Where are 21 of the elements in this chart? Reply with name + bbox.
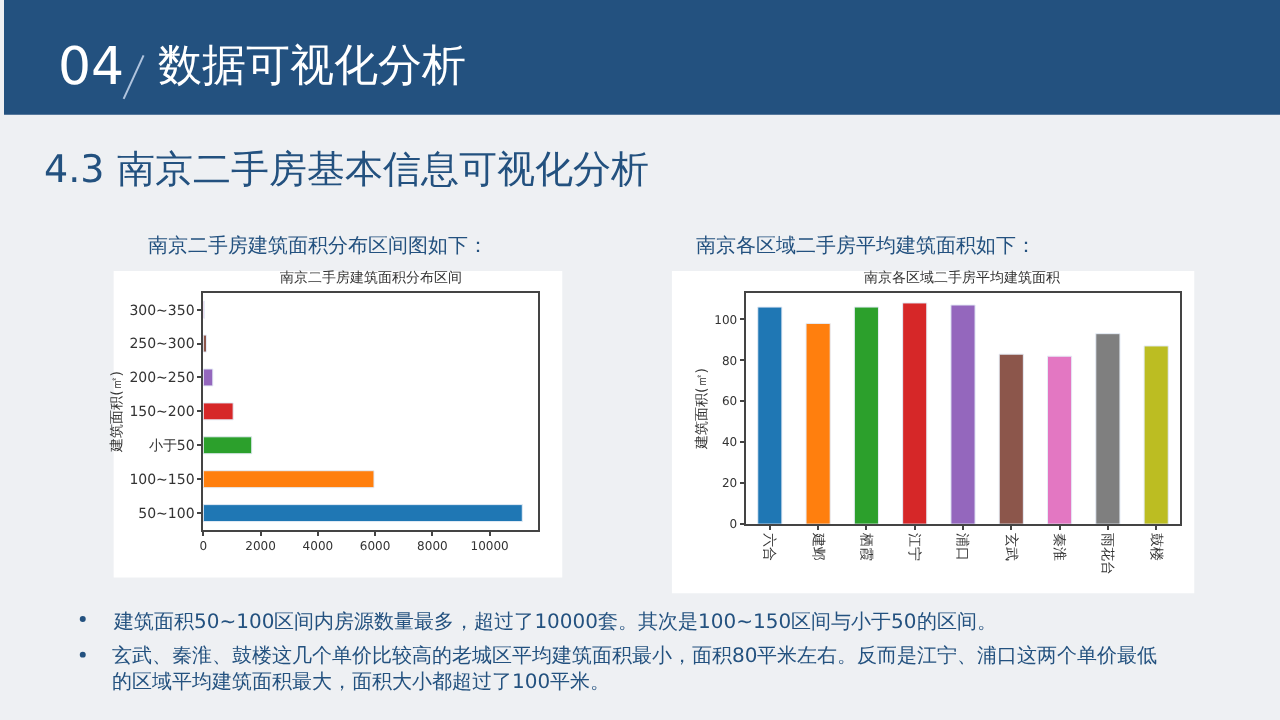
bar <box>203 504 523 523</box>
chart-subtitle: 南京各区域二手房平均建筑面积如下： <box>696 234 1036 258</box>
bar <box>1047 355 1073 525</box>
bar <box>1095 333 1121 525</box>
chart-subtitle: 南京二手房建筑面积分布区间图如下： <box>148 234 488 258</box>
bar <box>1143 345 1169 525</box>
text: 数据可视化分析 <box>158 42 466 92</box>
bar <box>998 353 1024 525</box>
bar <box>853 306 879 525</box>
bar <box>950 304 976 525</box>
text: 建筑面积50~100区间内房源数量最多，超过了10000套。其次是100~150区间与小于50的区间。 <box>112 610 997 634</box>
text: 玄武、秦淮、鼓楼这几个单价比较高的老城区平均建筑面积最小，面积80平米左右。反而是江宁、浦口这两个单价最低的区域平均建筑面积最大，面积大小都超过了100平米。 <box>112 644 1158 694</box>
bar <box>902 302 928 525</box>
bar <box>203 470 375 489</box>
bar <box>203 402 234 421</box>
text: 04 <box>58 38 125 98</box>
bar <box>757 306 783 525</box>
bar <box>203 368 214 387</box>
text: 4.3 南京二手房基本信息可视化分析 <box>44 148 649 192</box>
bar <box>805 322 831 525</box>
bar <box>203 436 253 455</box>
